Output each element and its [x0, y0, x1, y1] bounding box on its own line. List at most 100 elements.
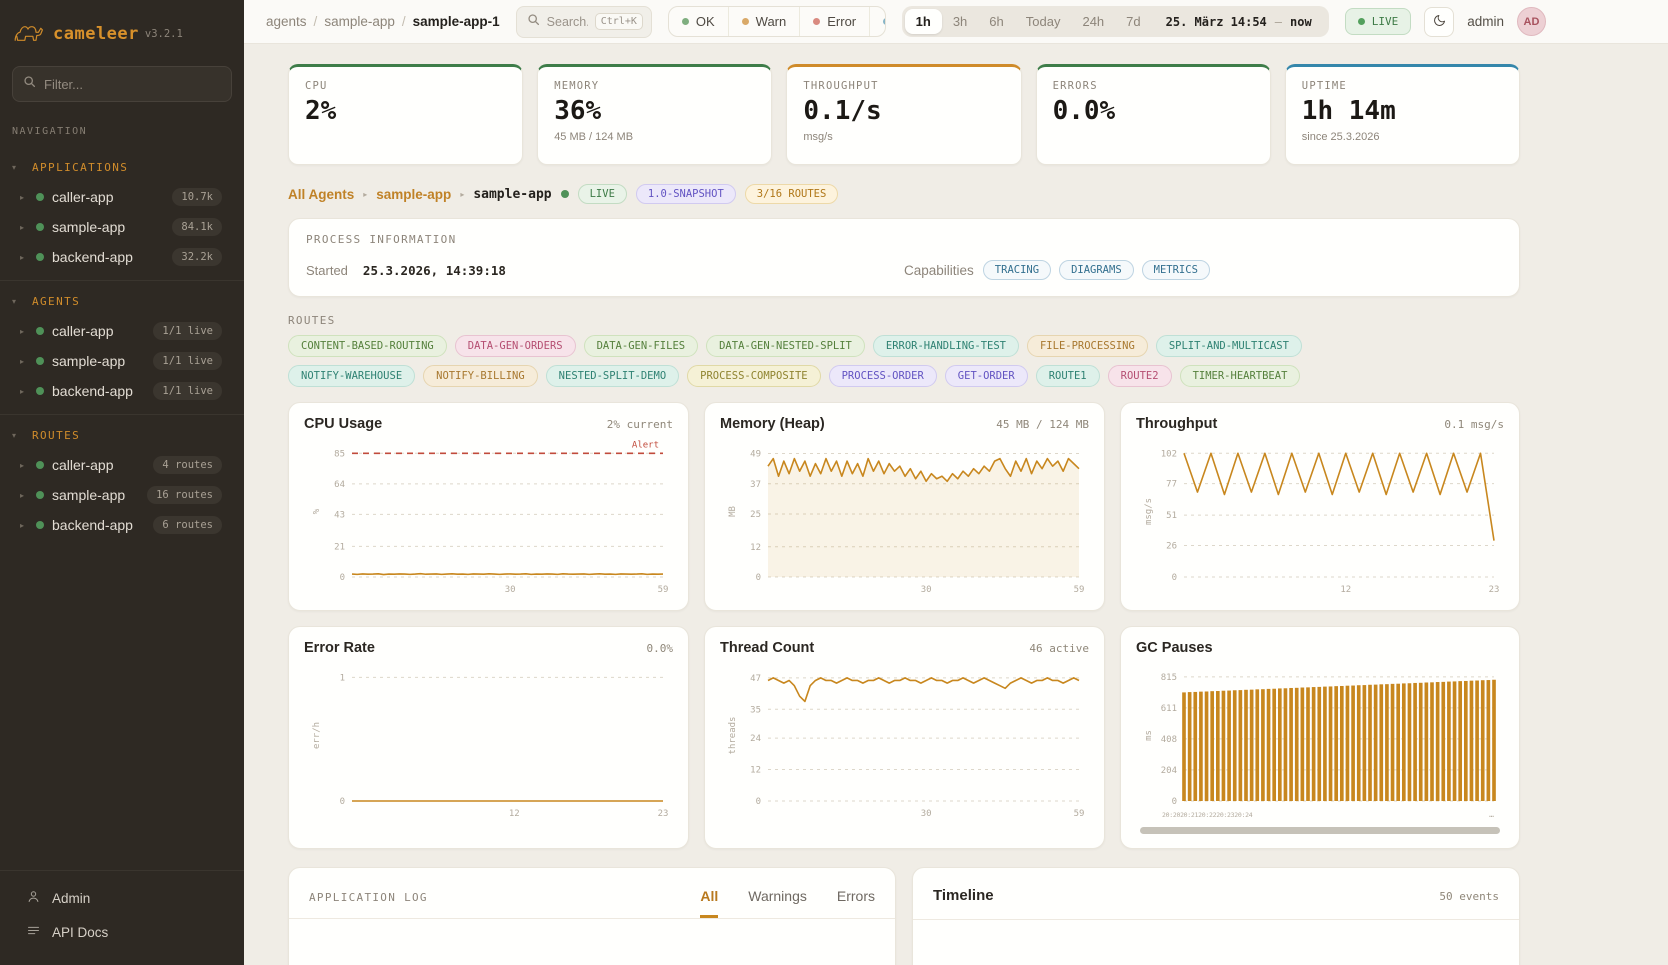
time-range-7d[interactable]: 7d — [1126, 14, 1141, 29]
route-chip-split-and-multicast[interactable]: SPLIT-AND-MULTICAST — [1155, 335, 1302, 357]
status-filter-group: OK Warn Error Running — [667, 6, 886, 37]
sidebar-item-agents-caller-app[interactable]: ▸ caller-app 1/1 live — [0, 316, 244, 346]
agent-badge-1-0-snapshot: 1.0-SNAPSHOT — [635, 184, 736, 204]
sidebar-sections: ▾ APPLICATIONS ▸ caller-app 10.7k ▸ sample-app… — [0, 147, 244, 548]
date-range-display[interactable]: 25. März 14:54 — now — [1152, 15, 1326, 29]
tab-errors[interactable]: Errors — [836, 888, 875, 904]
sidebar-footer-api-docs[interactable]: API Docs — [0, 915, 244, 949]
svg-text:msg/s: msg/s — [1144, 498, 1154, 525]
svg-text:30: 30 — [505, 585, 516, 595]
metric-subtext: since 25.3.2026 — [1301, 130, 1380, 143]
started-label: Started — [306, 262, 348, 278]
sidebar-item-routes-backend-app[interactable]: ▸ backend-app 6 routes — [0, 510, 244, 540]
route-chip-notify-billing[interactable]: NOTIFY-BILLING — [423, 365, 538, 387]
agent-link-all-agents[interactable]: All Agents — [288, 186, 355, 202]
route-chip-notify-warehouse[interactable]: NOTIFY-WAREHOUSE — [288, 365, 416, 387]
moon-icon — [1432, 13, 1447, 31]
breadcrumb-sample-app[interactable]: sample-app — [324, 14, 395, 29]
sidebar-item-applications-backend-app[interactable]: ▸ backend-app 32.2k — [0, 242, 244, 272]
agent-link-sample-app[interactable]: sample-app — [376, 186, 452, 202]
time-range-24h[interactable]: 24h — [1082, 14, 1105, 29]
sidebar-item-routes-caller-app[interactable]: ▸ caller-app 4 routes — [0, 450, 244, 480]
chart-scrollbar[interactable] — [1140, 827, 1500, 834]
log-tabs: All Warnings Errors — [700, 888, 875, 918]
svg-text:Alert: Alert — [632, 440, 659, 450]
metric-subtext: 45 MB / 124 MB — [554, 130, 634, 143]
svg-text:23: 23 — [658, 809, 669, 819]
sidebar: cameleer v3.2.1 NAVIGATION ▾ APPLICATIONS… — [0, 0, 244, 965]
charts-grid: CPU Usage 2% current 85 64 43 21 0% 30 59 Alert Me… — [288, 402, 1520, 849]
time-range-today[interactable]: Today — [1025, 14, 1061, 29]
sidebar-section-header-agents[interactable]: ▾ AGENTS — [0, 291, 244, 316]
status-filter-ok[interactable]: OK — [669, 7, 728, 36]
sidebar-filter[interactable] — [12, 66, 232, 102]
svg-text:59: 59 — [1074, 585, 1085, 595]
route-chip-process-composite[interactable]: PROCESS-COMPOSITE — [687, 365, 821, 387]
status-filter-running[interactable]: Running — [869, 7, 885, 36]
global-search[interactable]: Ctrl+K — [515, 5, 652, 38]
route-chip-route1[interactable]: ROUTE1 — [1035, 365, 1100, 387]
chart-title: Error Rate — [304, 640, 375, 656]
live-toggle[interactable]: LIVE — [1344, 8, 1412, 35]
chart-header: Thread Count 46 active — [720, 640, 1089, 656]
route-chip-timer-heartbeat[interactable]: TIMER-HEARTBEAT — [1179, 365, 1301, 387]
chart-plot-area: 1 0 err/h 12 23 — [304, 658, 673, 826]
svg-text:25: 25 — [750, 510, 761, 520]
sidebar-item-agents-backend-app[interactable]: ▸ backend-app 1/1 live — [0, 376, 244, 406]
metrics-row: CPU 2% MEMORY 36% 45 MB / 124 MB THROUGHPUT 0.… — [288, 64, 1520, 165]
route-chip-error-handling-test[interactable]: ERROR-HANDLING-TEST — [872, 335, 1019, 357]
metric-value: 2% — [305, 96, 337, 126]
sidebar-item-label: sample-app — [52, 353, 126, 369]
time-range-1h[interactable]: 1h — [904, 9, 942, 34]
route-chip-get-order[interactable]: GET-ORDER — [944, 365, 1028, 387]
sidebar-item-badge: 6 routes — [153, 516, 222, 534]
tab-warnings[interactable]: Warnings — [748, 888, 807, 904]
route-chip-route2[interactable]: ROUTE2 — [1107, 365, 1172, 387]
routes-label: ROUTES — [288, 314, 336, 327]
svg-text:815: 815 — [1161, 673, 1177, 683]
chevron-right-icon: ▸ — [20, 222, 25, 232]
dark-mode-toggle[interactable] — [1424, 6, 1455, 37]
application-log-title: APPLICATION LOG — [309, 891, 428, 904]
sidebar-section-header-applications[interactable]: ▾ APPLICATIONS — [0, 157, 244, 182]
chart-header: Throughput 0.1 msg/s — [1136, 416, 1504, 432]
metric-label: MEMORY — [554, 80, 600, 92]
sidebar-item-agents-sample-app[interactable]: ▸ sample-app 1/1 live — [0, 346, 244, 376]
status-filter-error[interactable]: Error — [799, 7, 869, 36]
sidebar-item-label: caller-app — [52, 189, 114, 205]
breadcrumb-agents[interactable]: agents — [266, 14, 307, 29]
svg-text:12: 12 — [750, 766, 761, 776]
chart-card-cpu-usage: CPU Usage 2% current 85 64 43 21 0% 30 59 Alert — [288, 402, 689, 611]
svg-text:%: % — [312, 508, 322, 514]
route-chip-data-gen-files[interactable]: DATA-GEN-FILES — [583, 335, 699, 357]
tab-all[interactable]: All — [700, 888, 719, 918]
time-range-3h[interactable]: 3h — [952, 14, 968, 29]
svg-text:30: 30 — [921, 585, 932, 595]
time-range-6h[interactable]: 6h — [989, 14, 1004, 29]
sidebar-footer-admin[interactable]: Admin — [0, 881, 244, 915]
route-chip-data-gen-nested-split[interactable]: DATA-GEN-NESTED-SPLIT — [706, 335, 865, 357]
filter-input[interactable] — [44, 76, 221, 92]
search-input[interactable] — [546, 14, 588, 29]
svg-text:0: 0 — [1172, 573, 1177, 583]
route-chip-list: CONTENT-BASED-ROUTING DATA-GEN-ORDERS DATA… — [288, 335, 1348, 387]
route-chip-content-based-routing[interactable]: CONTENT-BASED-ROUTING — [288, 335, 447, 357]
svg-text:…: … — [1489, 810, 1494, 819]
status-dot-icon — [883, 18, 885, 25]
svg-text:0: 0 — [756, 573, 761, 583]
chevron-right-icon: ▸ — [20, 520, 25, 530]
svg-text:26: 26 — [1166, 541, 1177, 551]
sidebar-item-routes-sample-app[interactable]: ▸ sample-app 16 routes — [0, 480, 244, 510]
sidebar-section-label: AGENTS — [32, 295, 81, 308]
route-chip-file-processing[interactable]: FILE-PROCESSING — [1026, 335, 1148, 357]
metric-label: THROUGHPUT — [803, 80, 879, 92]
route-chip-data-gen-orders[interactable]: DATA-GEN-ORDERS — [454, 335, 576, 357]
route-chip-nested-split-demo[interactable]: NESTED-SPLIT-DEMO — [545, 365, 680, 387]
sidebar-section-header-routes[interactable]: ▾ ROUTES — [0, 425, 244, 450]
timeline-events-count: 50 events — [1439, 890, 1499, 903]
sidebar-item-applications-sample-app[interactable]: ▸ sample-app 84.1k — [0, 212, 244, 242]
avatar[interactable]: AD — [1517, 7, 1546, 36]
route-chip-process-order[interactable]: PROCESS-ORDER — [828, 365, 937, 387]
sidebar-item-applications-caller-app[interactable]: ▸ caller-app 10.7k — [0, 182, 244, 212]
status-filter-warn[interactable]: Warn — [727, 7, 800, 36]
